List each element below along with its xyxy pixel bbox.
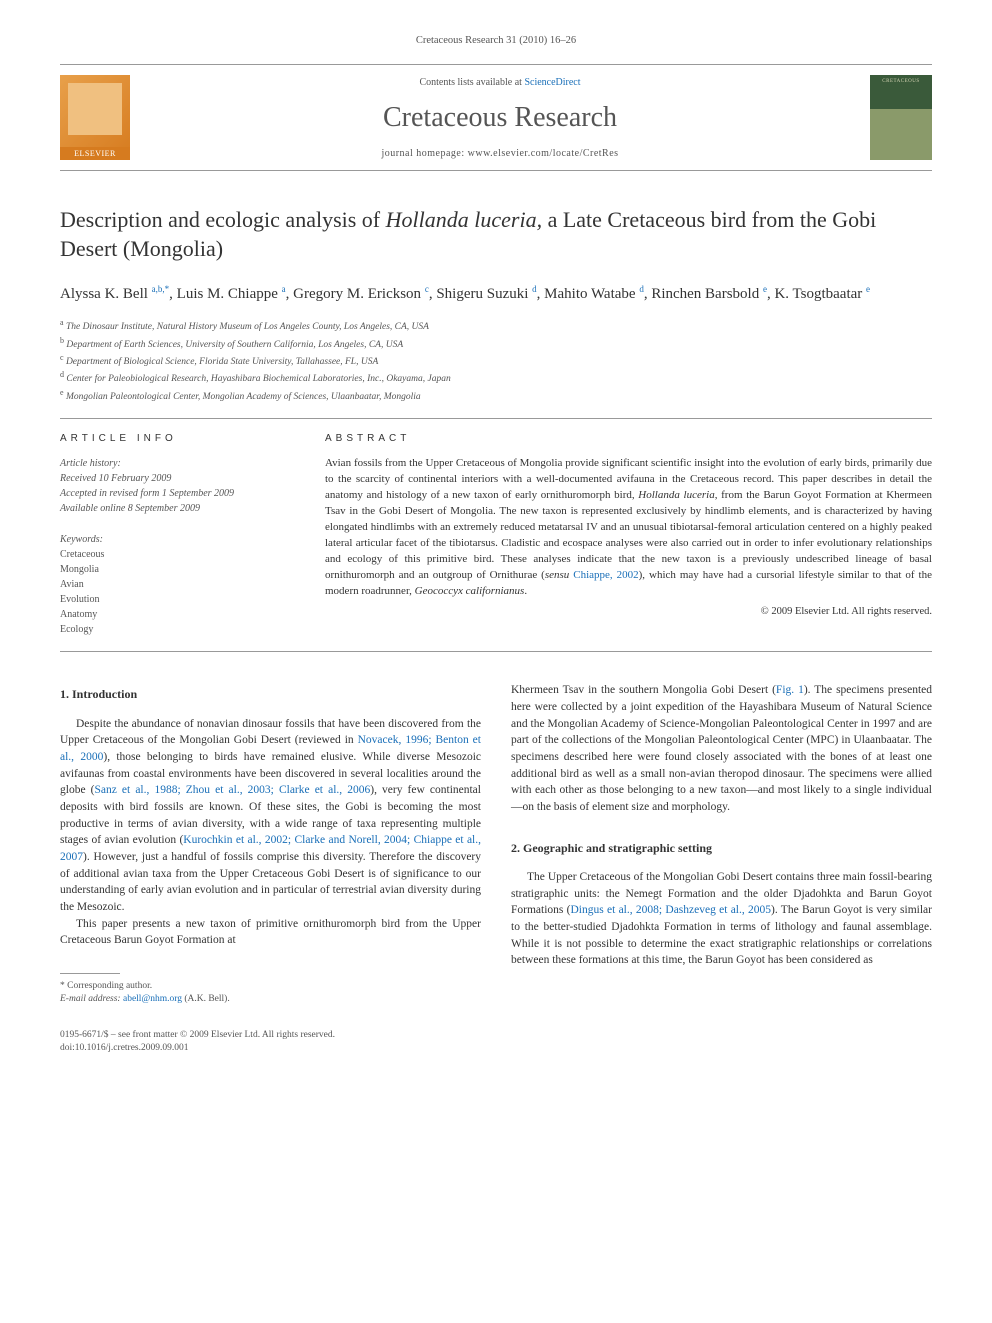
affiliation-line: e Mongolian Paleontological Center, Mong… [60,387,932,404]
abstract-mid: , from the Barun Goyot Formation at Kher… [325,489,932,581]
section-1-para-1: Despite the abundance of nonavian dinosa… [60,716,481,916]
journal-title: Cretaceous Research [148,102,852,134]
body-column-left: 1. Introduction Despite the abundance of… [60,682,481,1055]
abstract-period: . [524,585,527,597]
article-info-column: ARTICLE INFO Article history: Received 1… [60,433,295,637]
online-date: Available online 8 September 2009 [60,501,295,516]
s1c2-b: ). The specimens presented here were col… [511,684,932,813]
title-taxon: Hollanda luceria, [386,207,542,232]
affiliation-line: b Department of Earth Sciences, Universi… [60,335,932,352]
keyword-item: Evolution [60,592,295,607]
info-abstract-row: ARTICLE INFO Article history: Received 1… [60,433,932,637]
homepage-url: www.elsevier.com/locate/CretRes [468,148,619,159]
keyword-item: Avian [60,577,295,592]
fig-1-link[interactable]: Fig. 1 [776,684,804,696]
keywords-list: CretaceousMongoliaAvianEvolutionAnatomyE… [60,547,295,637]
footer-line-2: doi:10.1016/j.cretres.2009.09.001 [60,1042,481,1055]
divider-top [60,418,932,419]
footer-line-1: 0195-6671/$ – see front matter © 2009 El… [60,1029,481,1042]
authors-list: Alyssa K. Bell a,b,*, Luis M. Chiappe a,… [60,283,932,305]
article-info-label: ARTICLE INFO [60,433,295,444]
body-column-right: Khermeen Tsav in the southern Mongolia G… [511,682,932,1055]
abstract-text: Avian fossils from the Upper Cretaceous … [325,456,932,599]
received-date: Received 10 February 2009 [60,471,295,486]
abstract-copyright: © 2009 Elsevier Ltd. All rights reserved… [325,606,932,617]
affiliations: a The Dinosaur Institute, Natural Histor… [60,317,932,404]
abstract-sensu: sensu [545,569,573,581]
page-root: Cretaceous Research 31 (2010) 16–26 ELSE… [0,0,992,1090]
email-name: (A.K. Bell). [182,994,230,1004]
email-link[interactable]: abell@nhm.org [123,994,182,1004]
keyword-item: Ecology [60,622,295,637]
divider-bottom [60,651,932,652]
keyword-item: Cretaceous [60,547,295,562]
abstract-column: ABSTRACT Avian fossils from the Upper Cr… [325,433,932,637]
sciencedirect-link[interactable]: ScienceDirect [524,77,580,88]
ref-dingus-dashzeveg[interactable]: Dingus et al., 2008; Dashzeveg et al., 2… [571,904,772,916]
abstract-species: Geococcyx californianus [415,585,525,597]
abstract-ref-link[interactable]: Chiappe, 2002 [573,569,638,581]
elsevier-logo-text: ELSEVIER [60,147,130,160]
header-center: Contents lists available at ScienceDirec… [148,77,852,159]
keywords-label: Keywords: [60,534,295,545]
section-2-para-1: The Upper Cretaceous of the Mongolian Go… [511,869,932,969]
corresponding-author-footnote: * Corresponding author. E-mail address: … [60,980,481,1007]
contents-available: Contents lists available at ScienceDirec… [148,77,852,88]
email-label: E-mail address: [60,994,123,1004]
article-title: Description and ecologic analysis of Hol… [60,206,932,263]
abstract-label: ABSTRACT [325,433,932,444]
affiliation-line: d Center for Paleobiological Research, H… [60,369,932,386]
journal-reference: Cretaceous Research 31 (2010) 16–26 [60,35,932,46]
abstract-taxon: Hollanda luceria [638,489,714,501]
section-1-para-2-cont: Khermeen Tsav in the southern Mongolia G… [511,682,932,815]
accepted-date: Accepted in revised form 1 September 200… [60,486,295,501]
title-pre: Description and ecologic analysis of [60,207,386,232]
footnote-corr: * Corresponding author. [60,980,481,993]
footnote-separator [60,973,120,974]
history-label: Article history: [60,456,295,471]
s1c2-a: Khermeen Tsav in the southern Mongolia G… [511,684,776,696]
section-1-heading: 1. Introduction [60,686,481,703]
affiliation-line: c Department of Biological Science, Flor… [60,352,932,369]
s1p1-d: ). However, just a handful of fossils co… [60,851,481,913]
contents-prefix: Contents lists available at [419,77,524,88]
affiliation-line: a The Dinosaur Institute, Natural Histor… [60,317,932,334]
journal-cover-thumbnail [870,75,932,160]
keyword-item: Mongolia [60,562,295,577]
ref-sanz-zhou-clarke[interactable]: Sanz et al., 1988; Zhou et al., 2003; Cl… [94,784,370,796]
section-1-para-2: This paper presents a new taxon of primi… [60,916,481,949]
homepage-prefix: journal homepage: [381,148,467,159]
footnote-email-line: E-mail address: abell@nhm.org (A.K. Bell… [60,993,481,1006]
section-2-heading: 2. Geographic and stratigraphic setting [511,840,932,857]
article-history: Article history: Received 10 February 20… [60,456,295,516]
journal-homepage: journal homepage: www.elsevier.com/locat… [148,148,852,159]
keyword-item: Anatomy [60,607,295,622]
footer-copyright-doi: 0195-6671/$ – see front matter © 2009 El… [60,1029,481,1056]
elsevier-logo: ELSEVIER [60,75,130,160]
journal-header: ELSEVIER Contents lists available at Sci… [60,64,932,171]
body-columns: 1. Introduction Despite the abundance of… [60,682,932,1055]
